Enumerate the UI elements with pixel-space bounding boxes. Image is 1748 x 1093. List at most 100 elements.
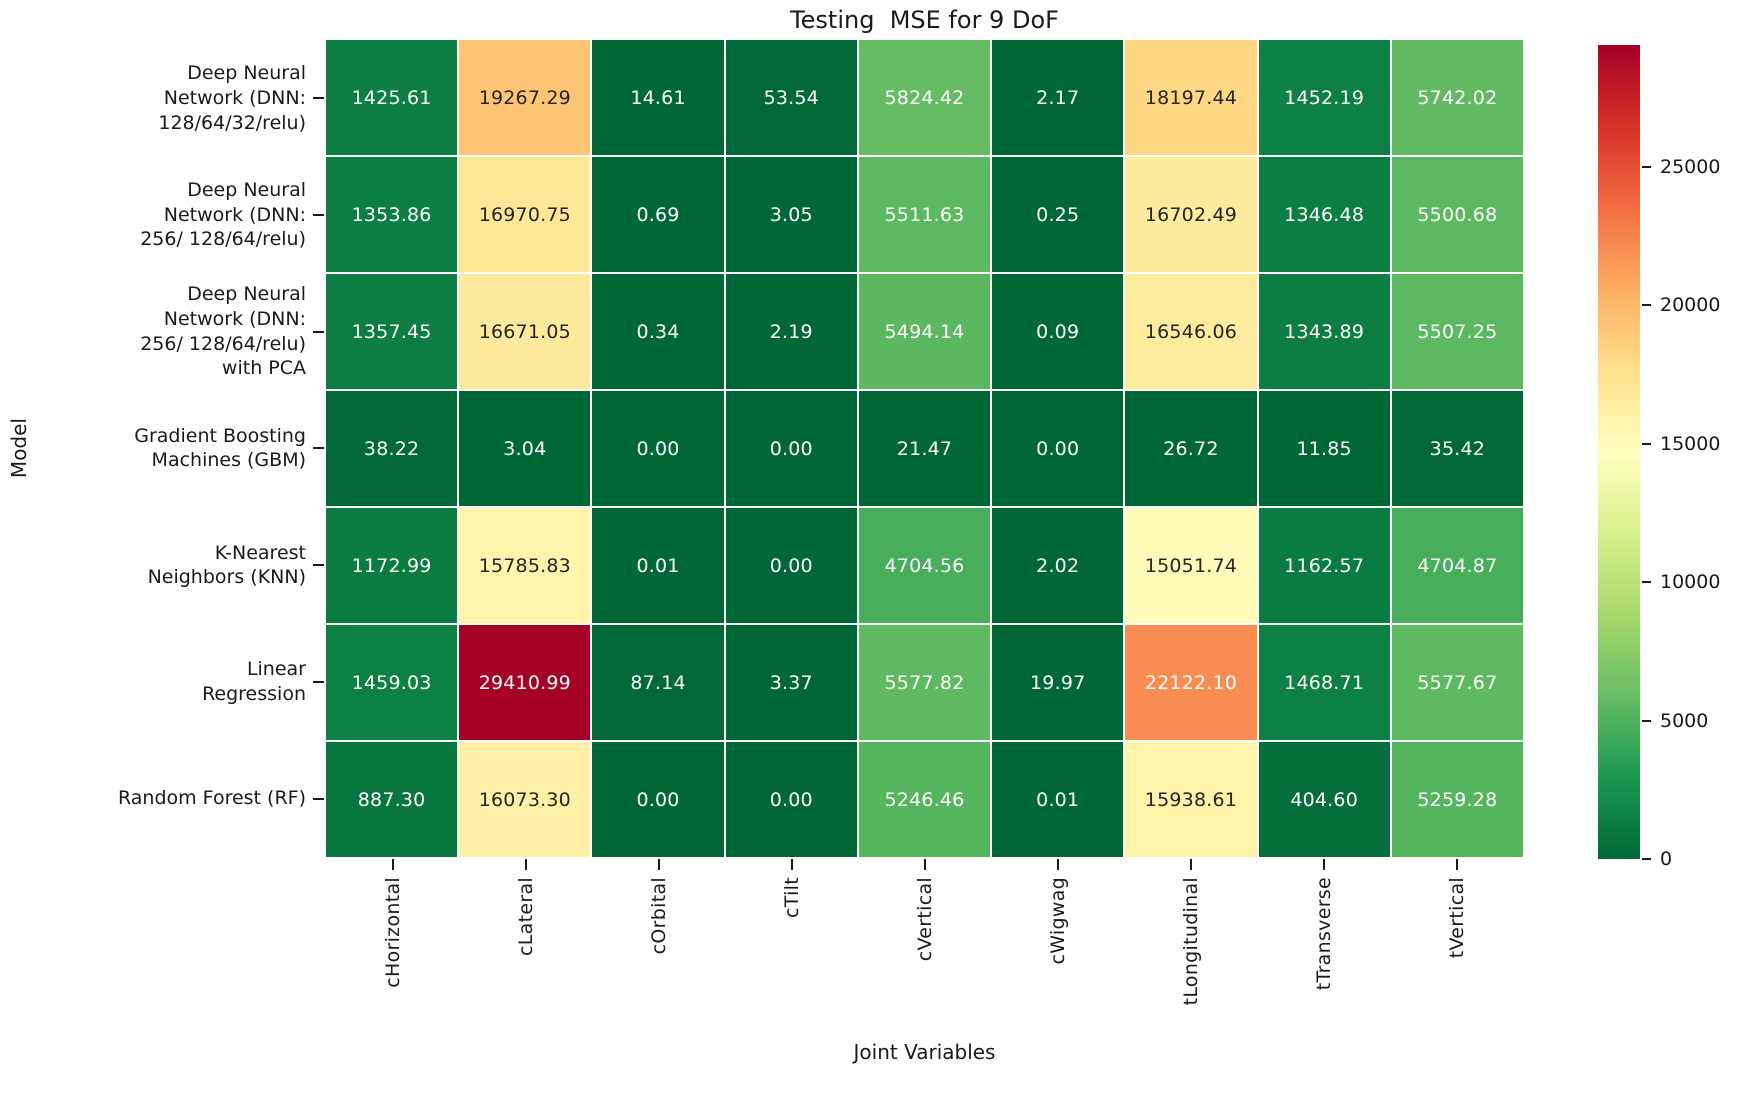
heatmap-cell: 4704.56	[858, 508, 991, 623]
heatmap-cell: 1468.71	[1258, 625, 1390, 740]
heatmap-cell: 26.72	[1125, 391, 1257, 506]
heatmap-cell: 1162.57	[1258, 508, 1390, 623]
x-tick-labels: cHorizontal cLateral cOrbital cTilt cVertica…	[326, 858, 1523, 1058]
colorbar: 0 5000 10000 15000 20000 25000	[1598, 45, 1720, 870]
colorbar-tick-label: 25000	[1660, 156, 1721, 179]
y-tick-label-text: Random Forest (RF)	[117, 787, 306, 810]
heatmap-cell: 3.05	[725, 157, 857, 272]
colorbar-gradient	[1598, 45, 1640, 859]
x-tick-label-text: cWigwag	[1046, 877, 1069, 965]
y-tick-mark	[313, 797, 324, 800]
heatmap-cell: 0.01	[592, 508, 724, 623]
heatmap-cell: 1353.86	[326, 157, 458, 272]
heatmap-cell: 16671.05	[459, 274, 591, 389]
heatmap-cell: 0.00	[992, 391, 1124, 506]
colorbar-tick-label: 0	[1660, 848, 1673, 870]
heatmap-cell: 5511.63	[858, 157, 991, 272]
heatmap-cell: 887.30	[326, 742, 458, 857]
x-tick-mark	[1056, 859, 1059, 870]
y-tick-label-text: Linear Regression	[202, 658, 306, 705]
heatmap-cell: 0.00	[725, 391, 857, 506]
x-tick-label: tVertical	[1390, 877, 1523, 958]
x-tick-label-text: tLongitudinal	[1179, 877, 1202, 1006]
x-tick-mark	[923, 859, 926, 870]
heatmap-cell: 11.85	[1258, 391, 1390, 506]
heatmap-cell: 5494.14	[858, 274, 991, 389]
x-tick-label-text: cVertical	[913, 877, 936, 962]
y-tick-label-text: Deep Neural Network (DNN: 256/ 128/64/re…	[140, 283, 306, 380]
heatmap-cell: 0.00	[592, 391, 724, 506]
heatmap-cell: 1459.03	[326, 625, 458, 740]
y-tick-label-text: Gradient Boosting Machines (GBM)	[134, 424, 306, 472]
heatmap-cell: 87.14	[592, 625, 724, 740]
x-axis-title: Joint Variables	[853, 1040, 996, 1064]
colorbar-tick-mark	[1642, 304, 1651, 307]
heatmap-cell: 0.09	[992, 274, 1124, 389]
heatmap-cell: 0.01	[992, 742, 1124, 857]
x-tick-label: cVertical	[858, 877, 991, 961]
heatmap-cell: 15938.61	[1125, 742, 1257, 857]
y-tick-mark	[313, 330, 324, 333]
y-tick-mark	[313, 680, 324, 683]
heatmap-cell: 35.42	[1391, 391, 1523, 506]
heatmap-cell: 5577.67	[1391, 625, 1523, 740]
heatmap-cell: 16073.30	[459, 742, 591, 857]
x-tick-label-text: cLateral	[514, 877, 537, 956]
colorbar-tick-label: 5000	[1660, 709, 1709, 732]
colorbar-tick-mark	[1642, 442, 1651, 445]
x-tick-mark	[391, 859, 394, 870]
x-tick-label-text: tVertical	[1445, 877, 1468, 959]
heatmap-cell: 3.37	[725, 625, 857, 740]
y-tick-mark	[313, 97, 324, 100]
heatmap-cell: 4704.87	[1391, 508, 1523, 623]
heatmap-cell: 2.02	[992, 508, 1124, 623]
y-tick-label: Deep Neural Network (DNN: 256/ 128/64/re…	[0, 157, 324, 274]
x-tick-label-text: cHorizontal	[381, 877, 404, 988]
x-tick-mark	[790, 859, 793, 870]
heatmap-cell: 5259.28	[1391, 742, 1523, 857]
y-tick-labels: Deep Neural Network (DNN: 128/64/32/relu…	[0, 40, 324, 857]
heatmap-cell: 2.19	[725, 274, 857, 389]
heatmap-cell: 29410.99	[459, 625, 591, 740]
heatmap-cell: 38.22	[326, 391, 458, 506]
heatmap-cell: 19267.29	[459, 40, 591, 155]
x-tick-label: tTransverse	[1257, 877, 1390, 990]
heatmap-cell: 1343.89	[1258, 274, 1390, 389]
heatmap-cell: 1346.48	[1258, 157, 1390, 272]
heatmap-cell: 0.00	[725, 742, 857, 857]
heatmap-cell: 5246.46	[858, 742, 991, 857]
heatmap-cell: 5507.25	[1391, 274, 1523, 389]
y-tick-label-text: K-Nearest Neighbors (KNN)	[147, 541, 306, 589]
heatmap-cell: 1357.45	[326, 274, 458, 389]
heatmap-cell: 1452.19	[1258, 40, 1390, 155]
y-tick-label: K-Nearest Neighbors (KNN)	[0, 507, 324, 624]
x-tick-mark	[1322, 859, 1325, 870]
x-tick-mark	[524, 859, 527, 870]
heatmap-cell: 0.00	[592, 742, 724, 857]
heatmap-cell: 0.25	[992, 157, 1124, 272]
x-tick-mark	[657, 859, 660, 870]
x-tick-label: cLateral	[459, 877, 592, 956]
y-tick-label: Gradient Boosting Machines (GBM)	[0, 390, 324, 507]
y-tick-mark	[313, 447, 324, 450]
y-tick-label: Deep Neural Network (DNN: 256/ 128/64/re…	[0, 273, 324, 390]
heatmap-cell: 22122.10	[1125, 625, 1257, 740]
x-tick-mark	[1189, 859, 1192, 870]
heatmap-cell: 16970.75	[459, 157, 591, 272]
heatmap-cell: 5742.02	[1391, 40, 1523, 155]
heatmap-cell: 404.60	[1258, 742, 1390, 857]
heatmap-cell: 18197.44	[1125, 40, 1257, 155]
heatmap-cell: 1172.99	[326, 508, 458, 623]
y-tick-label: Deep Neural Network (DNN: 128/64/32/relu…	[0, 40, 324, 157]
x-tick-label: tLongitudinal	[1124, 877, 1257, 1005]
heatmap-cell: 0.34	[592, 274, 724, 389]
heatmap-cell: 15051.74	[1125, 508, 1257, 623]
heatmap-cell: 1425.61	[326, 40, 458, 155]
heatmap-cell: 0.69	[592, 157, 724, 272]
heatmap-cell: 2.17	[992, 40, 1124, 155]
x-tick-label: cWigwag	[991, 877, 1124, 965]
y-tick-label-text: Deep Neural Network (DNN: 256/ 128/64/re…	[140, 179, 306, 251]
heatmap-cell: 5577.82	[858, 625, 991, 740]
heatmap-cell: 16546.06	[1125, 274, 1257, 389]
